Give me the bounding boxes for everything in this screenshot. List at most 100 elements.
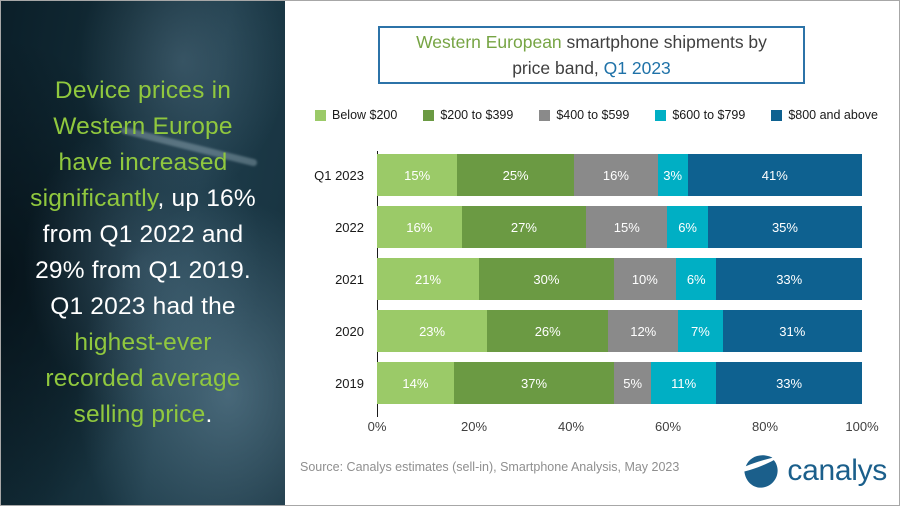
legend-label: $400 to $599 — [556, 108, 630, 122]
bar-segment: 26% — [487, 310, 609, 352]
chart-row: 2022 16% 27% 15% 6% 35% — [285, 206, 899, 248]
bar-value-label: 10% — [631, 271, 658, 287]
legend-item: $600 to $799 — [655, 108, 745, 122]
bar-value-label: 33% — [776, 271, 803, 287]
sidebar-text-segment: Q1 2023 had the — [50, 293, 236, 320]
bar-value-label: 23% — [419, 323, 446, 339]
bar-segment: 31% — [722, 310, 862, 352]
bar-value-label: 33% — [776, 375, 803, 391]
stacked-bar: 21% 30% 10% 6% 33% — [377, 258, 862, 300]
sidebar-text-segment: have increased — [58, 149, 228, 176]
bar-segment: 33% — [716, 362, 863, 404]
bar-segment: 25% — [457, 154, 574, 196]
chart-title-segment: Western European — [416, 32, 567, 52]
bar-value-label: 3% — [663, 167, 683, 183]
bar-value-label: 15% — [404, 167, 431, 183]
chart-row: 2021 21% 30% 10% 6% 33% — [285, 258, 899, 300]
bar-value-label: 31% — [779, 323, 806, 339]
bar-segment: 33% — [716, 258, 862, 300]
sidebar-text-line: from Q1 2022 and — [30, 217, 256, 253]
bar-value-label: 16% — [602, 167, 629, 183]
x-tick-label: 0% — [367, 419, 387, 434]
sidebar-text-segment: selling price — [73, 401, 206, 428]
sidebar-text-segment: from Q1 2022 and — [42, 221, 244, 248]
sidebar-text-line: significantly, up 16% — [30, 181, 256, 217]
bar-value-label: 25% — [502, 167, 529, 183]
bar-segment: 16% — [573, 154, 658, 196]
legend-label: $800 and above — [788, 108, 878, 122]
stacked-bar-chart: Q1 2023 15% 25% 16% 3% 41% 2022 16% 27% 15% 6% 35% 2… — [285, 154, 899, 414]
bar-value-label: 16% — [406, 219, 433, 235]
stacked-bar: 16% 27% 15% 6% 35% — [377, 206, 862, 248]
bar-value-label: 30% — [533, 271, 560, 287]
bar-segment: 30% — [479, 258, 614, 300]
chart-row: 2019 14% 37% 5% 11% 33% — [285, 362, 899, 404]
sidebar-message: Device prices in Western Europe have incre… — [30, 73, 256, 433]
legend-swatch-icon — [315, 109, 326, 121]
bar-value-label: 21% — [415, 271, 442, 287]
stacked-bar: 23% 26% 12% 7% 31% — [377, 310, 862, 352]
bar-segment: 12% — [608, 310, 679, 352]
sidebar-text-segment: significantly — [30, 185, 158, 212]
bar-value-label: 37% — [521, 375, 548, 391]
legend-item: $400 to $599 — [539, 108, 629, 122]
sidebar-text-segment: Western Europe — [53, 113, 233, 140]
sidebar-text-line: Device prices in — [30, 73, 256, 109]
x-tick-label: 80% — [751, 419, 779, 434]
chart-panel: Western European smartphone shipments by… — [285, 1, 899, 505]
sidebar-text-segment: Device prices in — [54, 77, 232, 104]
sidebar-text-segment: recorded average — [45, 365, 241, 392]
legend-item: $200 to $399 — [423, 108, 513, 122]
bar-segment: 27% — [461, 206, 587, 248]
sidebar-text-line: have increased — [30, 145, 256, 181]
x-tick-label: 100% — [845, 419, 879, 434]
category-label: Q1 2023 — [314, 167, 364, 183]
bar-value-label: 15% — [613, 219, 640, 235]
bar-value-label: 6% — [686, 271, 706, 287]
bar-segment: 41% — [687, 154, 862, 196]
bar-value-label: 14% — [402, 375, 429, 391]
bar-value-label: 7% — [691, 323, 710, 339]
legend-swatch-icon — [655, 109, 667, 121]
bar-value-label: 27% — [510, 219, 537, 235]
bar-segment: 15% — [377, 154, 458, 196]
sidebar: Device prices in Western Europe have incre… — [1, 1, 285, 505]
bar-segment: 5% — [614, 362, 652, 404]
chart-title-segment: price band, — [512, 58, 604, 78]
bar-value-label: 6% — [678, 219, 697, 235]
stacked-bar: 15% 25% 16% 3% 41% — [377, 154, 862, 196]
bar-value-label: 35% — [771, 219, 798, 235]
bar-segment: 7% — [678, 310, 723, 352]
legend-swatch-icon — [423, 109, 435, 121]
canalys-logo-text: canalys — [787, 454, 887, 487]
chart-title-segment: Q1 2023 — [603, 58, 671, 78]
bar-segment: 6% — [675, 258, 717, 300]
canalys-logo: canalys — [742, 452, 887, 490]
legend-label: Below $200 — [332, 108, 398, 122]
bar-segment: 37% — [453, 362, 615, 404]
bar-segment: 10% — [613, 258, 676, 300]
sidebar-text-line: Western Europe — [30, 109, 256, 145]
canalys-logo-icon — [744, 455, 778, 488]
bar-segment: 3% — [657, 154, 688, 196]
x-axis-ticks: 0% 20% 40% 60% 80% 100% — [368, 419, 879, 435]
chart-row: Q1 2023 15% 25% 16% 3% 41% — [285, 154, 899, 196]
legend-label: $600 to $799 — [672, 108, 746, 122]
bar-value-label: 11% — [671, 375, 697, 391]
chart-title-box: Western European smartphone shipments by… — [378, 26, 805, 84]
legend-swatch-icon — [771, 109, 783, 121]
sidebar-text-segment: . — [205, 401, 213, 428]
bar-value-label: 12% — [630, 323, 657, 339]
stacked-bar: 14% 37% 5% 11% 33% — [377, 362, 863, 404]
bar-value-label: 26% — [534, 323, 561, 339]
bar-segment: 23% — [377, 310, 488, 352]
chart-title-line-2: price band, Q1 2023 — [512, 55, 671, 81]
sidebar-text-line: 29% from Q1 2019. — [30, 253, 256, 289]
chart-title-segment: smartphone shipments by — [566, 32, 767, 52]
sidebar-text-line: Q1 2023 had the — [30, 289, 256, 325]
chart-legend: Below $200 $200 to $399 $400 to $599 $600 t… — [315, 108, 878, 122]
legend-swatch-icon — [539, 109, 551, 121]
bar-segment: 16% — [377, 206, 462, 248]
bar-segment: 14% — [377, 362, 454, 404]
